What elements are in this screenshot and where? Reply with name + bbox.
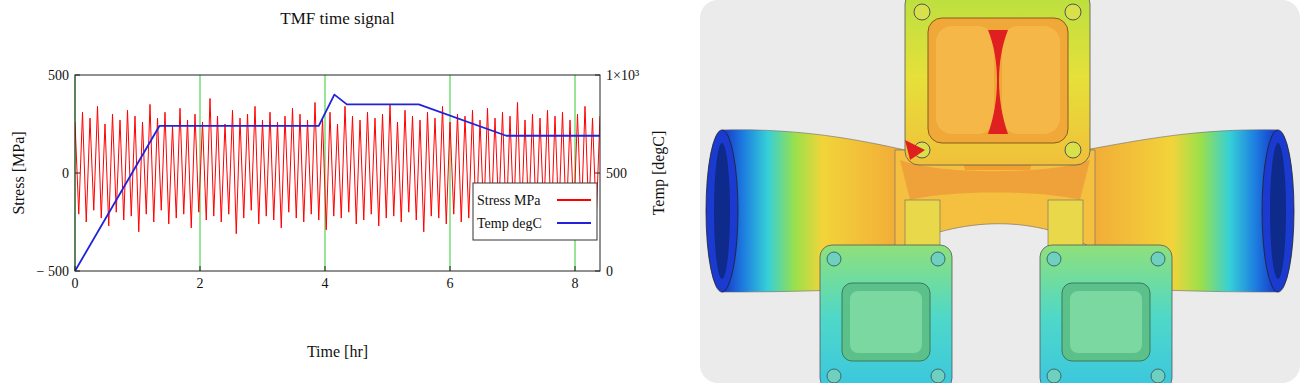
y2-axis-label: Temp [degC] bbox=[650, 131, 668, 216]
figure: TMF time signal02468− 500050005001×10³Ti… bbox=[0, 0, 1300, 383]
bolt-hole bbox=[827, 252, 841, 266]
x-tick bbox=[75, 266, 76, 271]
flange-top-port bbox=[928, 18, 1068, 143]
y2-tick bbox=[595, 75, 600, 76]
x-tick-label: 2 bbox=[197, 276, 204, 291]
y2-tick bbox=[595, 271, 600, 272]
flange-port-inner bbox=[1070, 291, 1142, 353]
x-tick-label: 0 bbox=[72, 276, 79, 291]
x-tick bbox=[200, 266, 201, 271]
plot-data bbox=[75, 95, 600, 271]
y-tick-label: 500 bbox=[48, 68, 69, 83]
y-tick-label: 0 bbox=[62, 166, 69, 181]
x-axis-label: Time [hr] bbox=[307, 343, 368, 360]
legend-label: Stress MPa bbox=[477, 193, 541, 208]
hot-spot-edge bbox=[905, 140, 925, 160]
bolt-hole bbox=[1047, 252, 1061, 266]
x-tick bbox=[325, 266, 326, 271]
x-tick-label: 4 bbox=[322, 276, 329, 291]
flange-top bbox=[905, 0, 1090, 165]
pipe-bore-left bbox=[714, 143, 730, 279]
grid-line bbox=[450, 75, 451, 271]
y2-tick bbox=[595, 173, 600, 174]
bolt-hole bbox=[1151, 369, 1165, 383]
bolt-hole bbox=[1065, 4, 1081, 20]
legend-swatch bbox=[557, 199, 591, 201]
x-tick-label: 8 bbox=[572, 276, 579, 291]
y-tick bbox=[75, 271, 80, 272]
y-tick bbox=[75, 173, 80, 174]
y2-tick-label: 1×10³ bbox=[606, 68, 639, 83]
bolt-hole bbox=[931, 252, 945, 266]
legend: Stress MPa Temp degC bbox=[473, 183, 597, 240]
legend-box bbox=[473, 183, 597, 240]
bolt-hole bbox=[1065, 142, 1081, 158]
y2-tick-label: 0 bbox=[606, 264, 613, 279]
y-axis-label: Stress [MPa] bbox=[10, 131, 27, 214]
x-tick bbox=[575, 266, 576, 271]
flange-bottom bbox=[820, 245, 952, 383]
flange-port-inner bbox=[850, 291, 922, 353]
plot-frame bbox=[75, 75, 600, 271]
x-tick-label: 6 bbox=[447, 276, 454, 291]
title: TMF time signal bbox=[280, 9, 395, 28]
legend-swatch bbox=[557, 222, 591, 224]
hot-spot bbox=[988, 30, 1008, 134]
bolt-hole bbox=[1047, 369, 1061, 383]
port-half bbox=[1002, 26, 1060, 134]
flange-port bbox=[1062, 283, 1150, 361]
legend-label: Temp degC bbox=[477, 216, 542, 231]
flange-bottom bbox=[1040, 245, 1172, 383]
y-tick-label: − 500 bbox=[37, 264, 69, 279]
fea-image bbox=[700, 0, 1300, 383]
port-half bbox=[936, 26, 994, 134]
bolt-hole bbox=[931, 369, 945, 383]
pipe-bore-right bbox=[1270, 143, 1286, 279]
pipe-end-left bbox=[706, 130, 738, 292]
image-background bbox=[700, 0, 1300, 383]
y-tick bbox=[75, 75, 80, 76]
bolt-hole bbox=[827, 369, 841, 383]
pipe-end-right bbox=[1262, 130, 1294, 292]
y2-tick-label: 500 bbox=[606, 166, 627, 181]
flange-port bbox=[842, 283, 930, 361]
x-tick bbox=[450, 266, 451, 271]
series-line bbox=[75, 95, 600, 271]
bolt-hole bbox=[1151, 252, 1165, 266]
bolt-hole bbox=[914, 4, 930, 20]
